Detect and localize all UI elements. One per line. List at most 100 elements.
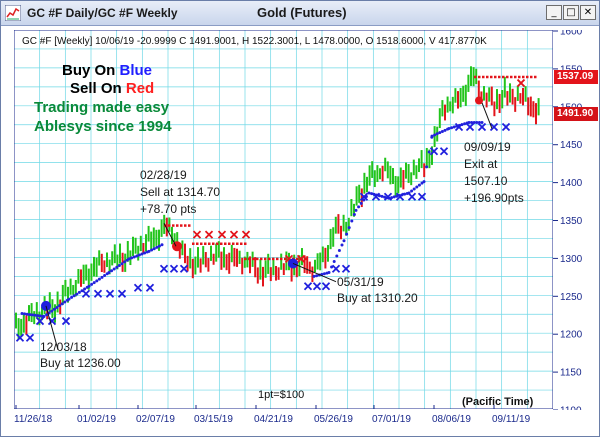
support-dot (470, 120, 474, 124)
support-dot (52, 307, 56, 311)
support-dot (463, 122, 467, 126)
timezone-label: (Pacific Time) (462, 396, 534, 408)
support-dot (58, 304, 62, 308)
support-dot (95, 279, 99, 283)
price-axis: 1100115012001250130013501400145015001550… (553, 27, 598, 417)
exit-marker-blue (303, 282, 313, 291)
support-dot (25, 312, 29, 316)
advert-line-2: Sell On Red (70, 80, 154, 97)
exit-marker-blue (359, 192, 369, 201)
exit-dot (475, 96, 483, 105)
annotation-sell-date: 02/28/19 (140, 168, 187, 182)
support-dot (477, 120, 481, 124)
exit-marker-blue (105, 289, 115, 298)
x-tick-label: 11/26/18 (14, 414, 53, 425)
exit-marker-blue (179, 264, 189, 273)
support-dot (38, 314, 42, 318)
support-dot (383, 195, 387, 199)
buy2-entry-dot (288, 258, 298, 269)
support-dot (359, 201, 363, 205)
exit-marker-blue (145, 283, 155, 292)
exit-marker-red (241, 230, 251, 239)
support-dot (425, 165, 429, 169)
support-dot (390, 196, 394, 200)
support-dot (475, 120, 479, 124)
support-dot (36, 314, 40, 318)
advert-red: Red (125, 80, 155, 97)
x-tick-label: 09/11/19 (492, 414, 531, 425)
window-title: GC #F Daily/GC #F Weekly (27, 6, 178, 20)
support-dot (452, 125, 456, 129)
exit-marker-blue (439, 147, 449, 156)
exit-marker-blue (47, 316, 57, 326)
support-dot (77, 290, 81, 294)
support-dot (107, 271, 111, 275)
exit-marker-blue (454, 122, 464, 132)
support-dot (115, 265, 119, 269)
exit-marker-blue (417, 192, 427, 201)
exit-marker-blue (429, 147, 439, 156)
exit-marker-blue (501, 122, 511, 132)
support-dot (350, 219, 354, 223)
minimize-button[interactable]: _ (546, 5, 562, 20)
y-tick-label: 1100 (560, 406, 582, 411)
exit-pointer (481, 102, 493, 129)
stop-dots (20, 75, 537, 319)
support-dot (92, 281, 96, 285)
support-dot (42, 315, 46, 319)
y-tick-label: 1250 (560, 292, 583, 303)
annotation-buy2-price: Buy at 1310.20 (337, 291, 418, 305)
support-dot (152, 247, 156, 251)
maximize-button[interactable]: □ (563, 5, 579, 20)
exit-marker-blue (371, 192, 381, 201)
y-tick-label: 1350 (560, 216, 583, 227)
sell-entry-dot (172, 241, 182, 252)
exit-marker-red (217, 230, 227, 239)
support-dot (147, 249, 151, 253)
advert-line-4: Ablesys since 1994 (34, 118, 172, 135)
y-tick-label: 1400 (560, 178, 583, 189)
support-dot (97, 277, 101, 281)
support-dot (160, 243, 164, 247)
exit-marker-blue (117, 289, 127, 298)
support-dot (127, 257, 131, 261)
x-tick-label: 04/21/19 (254, 414, 293, 425)
title-bar[interactable]: GC #F Daily/GC #F Weekly Gold (Futures) … (1, 1, 599, 26)
price-plot[interactable] (14, 30, 553, 409)
support-dot (415, 185, 419, 189)
support-dot (23, 312, 27, 316)
support-dot (392, 195, 396, 199)
support-dot (60, 302, 64, 306)
point-value-label: 1pt=$100 (258, 389, 305, 401)
support-dot (315, 274, 319, 278)
support-dot (335, 254, 339, 258)
support-dot (123, 260, 127, 264)
exit-marker-blue (25, 333, 35, 342)
support-dot (403, 192, 407, 196)
exit-marker-blue (407, 192, 417, 201)
annotation-sell-pts: +78.70 pts (140, 202, 197, 216)
support-dot (352, 212, 356, 216)
chart-app-icon (5, 5, 21, 21)
support-dot (90, 282, 94, 286)
annotation-exit-price: 1507.10 (464, 174, 508, 188)
y-tick-label: 1600 (560, 30, 583, 38)
support-dot (75, 292, 79, 296)
support-dot (433, 133, 437, 137)
support-dot (87, 284, 91, 288)
y-tick-label: 1300 (560, 254, 583, 265)
support-dot (28, 313, 32, 317)
exit-marker-blue (61, 316, 71, 326)
support-dot (435, 132, 439, 136)
support-dot (312, 274, 316, 278)
y-tick-label: 1450 (560, 140, 583, 151)
support-dot (337, 248, 341, 252)
close-button[interactable]: ✕ (580, 5, 596, 20)
advert-line-1: Buy On Blue (62, 62, 152, 79)
advert-line-3: Trading made easy (34, 99, 170, 116)
support-dot (362, 198, 366, 202)
support-dot (438, 131, 442, 135)
support-dot (50, 309, 54, 313)
support-dot (120, 262, 124, 266)
